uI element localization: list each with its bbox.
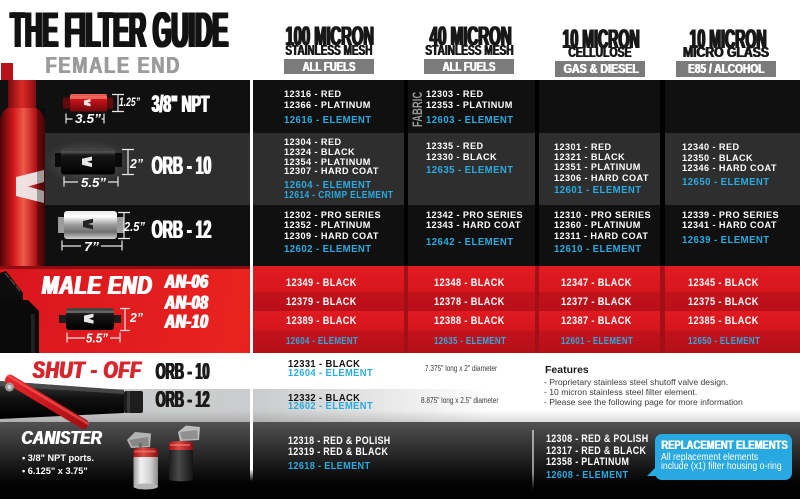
svg-text:5.5”: 5.5” — [86, 331, 108, 346]
svg-text:2”: 2” — [129, 310, 143, 325]
svg-text:2.5”: 2.5” — [123, 220, 146, 234]
svg-text:5.5”: 5.5” — [81, 175, 107, 190]
svg-text:7”: 7” — [84, 240, 100, 254]
svg-text:3.5”: 3.5” — [75, 112, 102, 126]
svg-text:2”: 2” — [129, 156, 143, 171]
svg-text:1.25”: 1.25” — [119, 95, 140, 109]
